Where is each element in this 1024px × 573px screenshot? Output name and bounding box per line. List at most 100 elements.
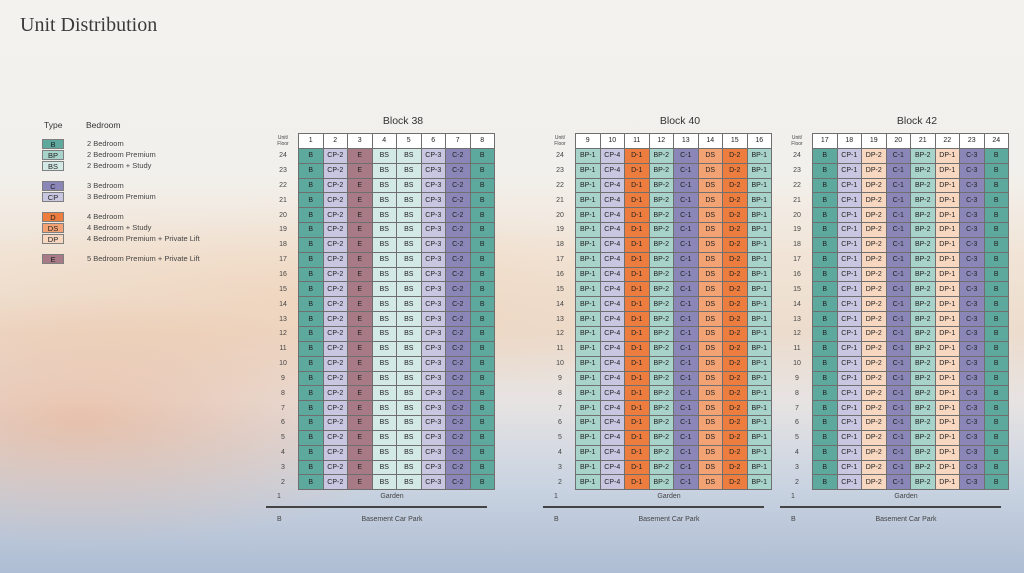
unit-cell: B [469, 281, 495, 298]
unit-cell: C-2 [445, 340, 471, 357]
unit-cell: E [347, 207, 373, 224]
unit-cell: CP-2 [322, 236, 348, 253]
floor-label: 17 [556, 256, 564, 264]
unit-cell: D-1 [624, 236, 650, 253]
unit-cell: CP-4 [599, 311, 625, 327]
unit-grid: Unit/Floor 1 2 3 4 5 6 7 8 24 B CP-2 E BS BS CP-3 C-2 B 23… [268, 133, 495, 491]
unit-cell: CP-2 [322, 429, 348, 446]
unit-cell: C-3 [959, 355, 985, 372]
floor-label: 7 [795, 404, 799, 412]
unit-number-header: 14 [697, 133, 723, 149]
unit-cell: C-2 [445, 207, 471, 224]
unit-cell: B [298, 222, 324, 238]
unit-cell: CP-4 [599, 162, 625, 179]
unit-cell: D-2 [722, 325, 748, 342]
unit-cell: BP-1 [575, 207, 601, 224]
unit-cell: BP-2 [648, 355, 674, 372]
floor-row: 2 BP-1 CP-4 D-1 BP-2 C-1 DS D-2 BP-1 [545, 474, 772, 491]
unit-cell: E [347, 370, 373, 387]
unit-number-header: 15 [722, 133, 748, 149]
unit-cell: CP-1 [836, 340, 862, 357]
floor-row: 9 BP-1 CP-4 D-1 BP-2 C-1 DS D-2 BP-1 [545, 370, 772, 387]
floor-row: 17 B CP-1 DP-2 C-1 BP-2 DP-1 C-3 B [782, 251, 1009, 268]
unit-cell: E [347, 251, 373, 268]
unit-cell: C-2 [445, 147, 471, 164]
floor-row: 9 B CP-1 DP-2 C-1 BP-2 DP-1 C-3 B [782, 370, 1009, 387]
garden-label: Garden [380, 493, 404, 501]
legend-group: E 5 Bedroom Premium + Private Lift [42, 253, 200, 264]
unit-cell: C-2 [445, 281, 471, 298]
basement-row: B Basement Car Park [545, 514, 775, 528]
unit-cell: CP-2 [322, 400, 348, 417]
unit-cell: BP-2 [910, 207, 936, 224]
unit-number-header: 3 [347, 133, 373, 149]
unit-cell: C-1 [885, 444, 911, 461]
ground-level-row: 1 Garden [268, 490, 498, 506]
unit-cell: C-2 [445, 177, 471, 194]
unit-cell: C-3 [959, 266, 985, 283]
legend-item: C 3 Bedroom [42, 180, 200, 191]
ground-line [780, 506, 1001, 508]
unit-cell: B [469, 340, 495, 357]
unit-cell: B [983, 325, 1009, 342]
unit-cell: CP-1 [836, 266, 862, 283]
floor-label: 2 [281, 478, 285, 486]
unit-cell: C-3 [959, 325, 985, 342]
unit-cell: BP-2 [648, 325, 674, 342]
unit-cell: B [812, 370, 838, 387]
unit-cell: CP-3 [420, 325, 446, 342]
floor-label: 6 [795, 419, 799, 427]
unit-cell: E [347, 385, 373, 402]
unit-cell: B [298, 311, 324, 327]
unit-cell: BP-1 [746, 222, 772, 238]
legend-item: BS 2 Bedroom + Study [42, 160, 200, 171]
unit-cell: BP-1 [746, 266, 772, 283]
unit-cell: CP-3 [420, 355, 446, 372]
unit-cell: DP-2 [861, 281, 887, 298]
unit-cell: BP-2 [910, 385, 936, 402]
unit-cell: BP-2 [910, 429, 936, 446]
floor-row: 4 B CP-1 DP-2 C-1 BP-2 DP-1 C-3 B [782, 444, 1009, 461]
block-title: Block 38 [382, 115, 424, 127]
unit-cell: CP-4 [599, 325, 625, 342]
unit-cell: C-3 [959, 474, 985, 491]
floor-label: 14 [279, 300, 287, 308]
floor-row: 13 BP-1 CP-4 D-1 BP-2 C-1 DS D-2 BP-1 [545, 311, 772, 327]
legend-item: E 5 Bedroom Premium + Private Lift [42, 253, 200, 264]
floor-label: 7 [558, 404, 562, 412]
floor-row: 18 B CP-1 DP-2 C-1 BP-2 DP-1 C-3 B [782, 236, 1009, 253]
floor-row: 3 B CP-2 E BS BS CP-3 C-2 B [268, 459, 495, 476]
unit-cell: D-2 [722, 266, 748, 283]
floor-label: 22 [793, 181, 801, 189]
unit-cell: DP-1 [934, 266, 960, 283]
unit-cell: BS [396, 207, 422, 224]
unit-cell: BP-1 [575, 147, 601, 164]
floor-row: 12 B CP-2 E BS BS CP-3 C-2 B [268, 325, 495, 342]
unit-cell: DP-1 [934, 222, 960, 238]
unit-grid: Unit/Floor 17 18 19 20 21 22 23 24 24 B CP-1 DP-2 C-1… [782, 133, 1009, 491]
floor-label: 5 [795, 434, 799, 442]
unit-cell: BS [396, 370, 422, 387]
unit-cell: CP-4 [599, 474, 625, 491]
unit-cell: E [347, 177, 373, 194]
unit-cell: B [812, 192, 838, 209]
unit-cell: C-2 [445, 236, 471, 253]
unit-cell: BS [371, 296, 397, 313]
unit-cell: C-3 [959, 400, 985, 417]
unit-cell: D-1 [624, 459, 650, 476]
unit-cell: BP-1 [746, 281, 772, 298]
unit-cell: C-1 [885, 429, 911, 446]
floor-label: 16 [279, 271, 287, 279]
unit-cell: CP-3 [420, 251, 446, 268]
floor-row: 17 B CP-2 E BS BS CP-3 C-2 B [268, 251, 495, 268]
unit-cell: DP-1 [934, 192, 960, 209]
unit-cell: B [812, 266, 838, 283]
legend-group: D 4 Bedroom DS 4 Bedroom + Study DP 4 Bedroom… [42, 211, 200, 244]
floor-label: 8 [558, 389, 562, 397]
floor-row: 20 BP-1 CP-4 D-1 BP-2 C-1 DS D-2 BP-1 [545, 207, 772, 224]
unit-cell: C-1 [885, 207, 911, 224]
unit-cell: B [983, 236, 1009, 253]
corner-label-floor: Floor [554, 140, 566, 147]
unit-cell: B [812, 207, 838, 224]
legend-item: BP 2 Bedroom Premium [42, 149, 200, 160]
